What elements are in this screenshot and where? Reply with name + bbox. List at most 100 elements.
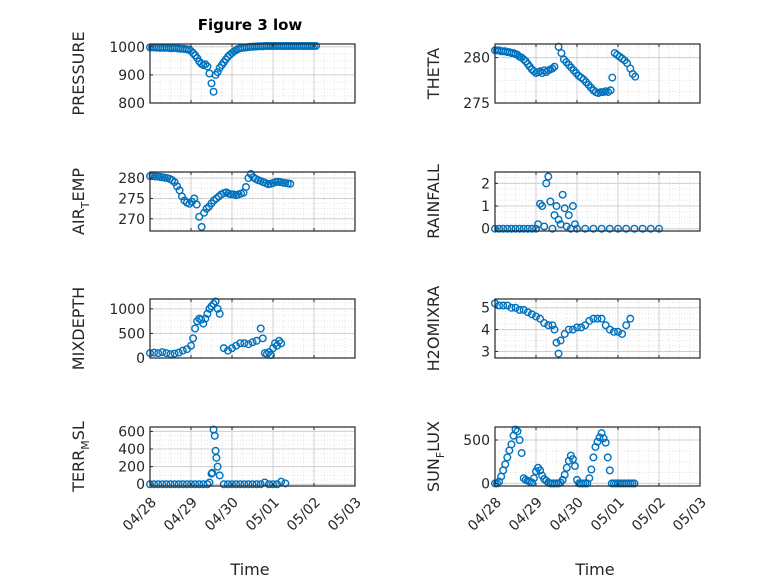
data-point [178,480,187,489]
data-point [544,172,553,181]
data-point [544,321,553,330]
data-point [173,182,182,191]
data-point [527,310,536,319]
data-point [174,480,183,489]
data-point [560,204,569,213]
data-point [208,468,217,477]
data-point [655,224,664,233]
y-axis-label: THETA [424,48,443,100]
panel-mixdepth: 0 500 1000 MIXDEPTH [69,287,356,370]
axes-frame [149,171,356,232]
y-tick-label: 4 [481,323,490,339]
y-tick-label: 280 [463,51,490,67]
data-point [515,436,524,445]
y-tick-label: 275 [118,191,145,207]
y-axis-label: RAINFALL [424,164,443,239]
data-point [605,224,614,233]
data-point [499,301,508,310]
data-point [622,224,631,233]
data-point [548,64,557,73]
y-tick-label: 3 [481,344,490,360]
data-point [507,303,516,312]
y-tick-label: 275 [463,96,490,112]
data-point [252,480,261,489]
data-point [515,305,524,314]
data-point [614,224,623,233]
data-point [550,211,559,220]
y-tick-label: 1 [481,199,490,215]
data-point [201,314,210,323]
data-point [638,224,647,233]
x-tick-label: 05/01 [243,495,283,535]
data-point [223,346,232,355]
data-point [236,339,245,348]
data-point [523,224,532,233]
data-point [511,303,520,312]
y-tick-label: 0 [136,477,145,493]
data-point [562,463,571,472]
y-tick-label: 1000 [109,302,145,318]
data-point [618,329,627,338]
y-tick-label: 5 [481,301,490,317]
data-point [215,471,224,480]
data-point [519,55,528,64]
data-point [269,480,278,489]
data-point [236,480,245,489]
data-point [223,480,232,489]
data-point [595,433,604,442]
axes-frame [149,426,356,487]
data-point [170,178,179,187]
data-point [515,224,524,233]
data-point [262,350,271,359]
y-tick-label: 600 [118,424,145,440]
data-point [209,87,218,96]
data-point [199,319,208,328]
x-tick-label: 05/02 [284,495,324,535]
data-point [568,455,577,464]
data-point [568,325,577,334]
data-point [227,344,236,353]
data-point [192,200,201,209]
data-point [581,321,590,330]
data-point [501,460,510,469]
data-point [523,308,532,317]
data-point [581,224,590,233]
data-point [186,480,195,489]
y-tick-label: 1000 [109,40,145,56]
data-point [281,479,290,488]
plot-area [150,44,355,103]
data-point [186,341,195,350]
data-point [589,453,598,462]
data-point [197,315,206,324]
data-point [507,224,516,233]
data-point [603,453,612,462]
data-point [593,437,602,446]
data-point [630,224,639,233]
data-point [503,453,512,462]
data-point [244,340,253,349]
data-point [532,312,541,321]
data-point [189,334,198,343]
data-point [232,341,241,350]
x-tick-label: 04/28 [465,495,505,535]
data-point [599,434,608,443]
y-tick-label: 900 [118,68,145,84]
data-point [568,202,577,211]
axes-frame [149,43,356,104]
y-tick-label: 0 [481,476,490,492]
data-point [552,338,561,347]
data-point [177,192,186,201]
data-point [197,222,206,231]
data-point [605,325,614,334]
y-axis-label: PRESSURE [69,31,88,115]
data-point [587,465,596,474]
data-point [219,480,228,489]
x-tick-label: 05/02 [629,495,669,535]
data-point [546,197,555,206]
y-tick-label: 2 [481,176,490,192]
data-point [558,190,567,199]
data-point [312,41,321,50]
y-axis-label: H2OMIXRA [424,286,443,372]
data-point [517,449,526,458]
data-point [201,60,210,69]
